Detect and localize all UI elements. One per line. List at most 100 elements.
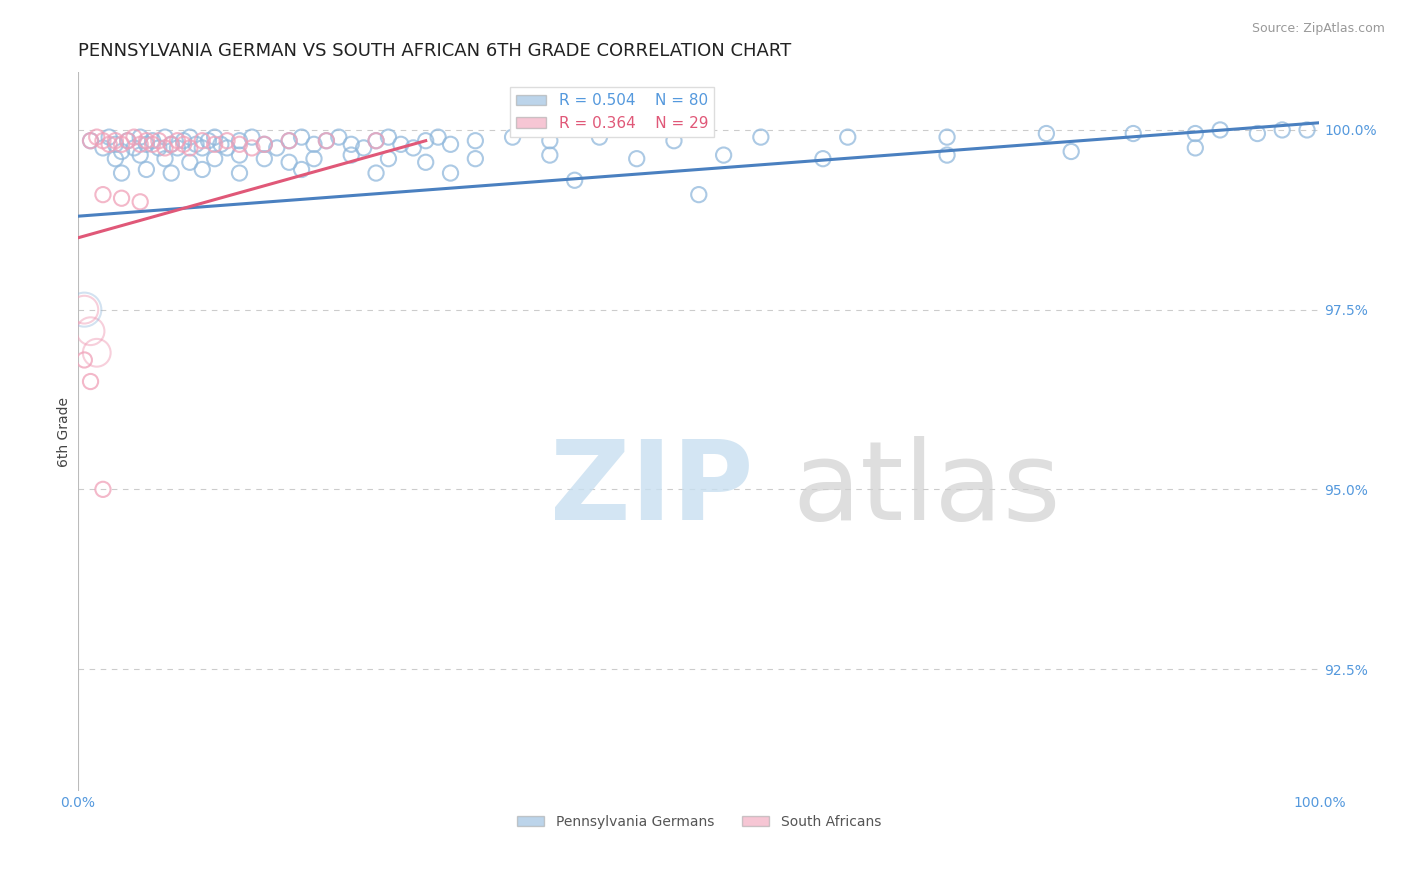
Point	[240, 141, 263, 155]
Point	[415, 134, 437, 148]
Point	[538, 148, 561, 162]
Point	[377, 152, 399, 166]
Point	[228, 148, 250, 162]
Point	[209, 137, 232, 152]
Point	[86, 345, 108, 359]
Point	[91, 187, 114, 202]
Point	[160, 166, 183, 180]
Point	[129, 130, 152, 145]
Point	[564, 173, 586, 187]
Point	[811, 152, 834, 166]
Point	[79, 324, 101, 338]
Point	[1060, 145, 1083, 159]
Point	[290, 130, 312, 145]
Point	[204, 130, 226, 145]
Text: PENNSYLVANIA GERMAN VS SOUTH AFRICAN 6TH GRADE CORRELATION CHART: PENNSYLVANIA GERMAN VS SOUTH AFRICAN 6TH…	[79, 42, 792, 60]
Point	[110, 137, 132, 152]
Point	[110, 145, 132, 159]
Point	[377, 130, 399, 145]
Point	[79, 134, 101, 148]
Point	[290, 162, 312, 177]
Point	[278, 134, 301, 148]
Point	[340, 148, 363, 162]
Point	[191, 134, 214, 148]
Point	[439, 166, 461, 180]
Point	[160, 137, 183, 152]
Point	[837, 130, 859, 145]
Point	[662, 134, 685, 148]
Point	[73, 302, 96, 317]
Point	[179, 155, 201, 169]
Point	[315, 134, 337, 148]
Point	[302, 152, 325, 166]
Point	[1271, 123, 1294, 137]
Point	[191, 162, 214, 177]
Point	[749, 130, 772, 145]
Point	[179, 130, 201, 145]
Point	[278, 134, 301, 148]
Point	[364, 134, 387, 148]
Point	[166, 141, 188, 155]
Point	[179, 141, 201, 155]
Point	[166, 134, 188, 148]
Point	[135, 162, 157, 177]
Point	[91, 483, 114, 497]
Point	[240, 130, 263, 145]
Point	[173, 137, 195, 152]
Point	[228, 137, 250, 152]
Point	[266, 141, 288, 155]
Point	[340, 137, 363, 152]
Point	[253, 137, 276, 152]
Point	[328, 130, 350, 145]
Point	[73, 353, 96, 368]
Point	[117, 134, 139, 148]
Point	[79, 134, 101, 148]
Point	[117, 134, 139, 148]
Point	[91, 134, 114, 148]
Point	[439, 137, 461, 152]
Point	[153, 152, 176, 166]
Point	[153, 130, 176, 145]
Point	[588, 130, 610, 145]
Text: atlas: atlas	[792, 436, 1060, 543]
Point	[402, 141, 425, 155]
Point	[228, 166, 250, 180]
Point	[110, 166, 132, 180]
Point	[389, 137, 412, 152]
Point	[502, 130, 524, 145]
Point	[464, 134, 486, 148]
Point	[104, 152, 127, 166]
Point	[302, 137, 325, 152]
Point	[104, 134, 127, 148]
Y-axis label: 6th Grade: 6th Grade	[58, 397, 72, 467]
Text: Source: ZipAtlas.com: Source: ZipAtlas.com	[1251, 22, 1385, 36]
Point	[253, 152, 276, 166]
Point	[91, 141, 114, 155]
Point	[1296, 123, 1319, 137]
Point	[278, 155, 301, 169]
Point	[626, 152, 648, 166]
Point	[153, 141, 176, 155]
Point	[1184, 141, 1206, 155]
Point	[142, 134, 165, 148]
Point	[415, 155, 437, 169]
Point	[1209, 123, 1232, 137]
Point	[1122, 127, 1144, 141]
Point	[1035, 127, 1057, 141]
Point	[122, 130, 145, 145]
Point	[688, 187, 710, 202]
Point	[217, 134, 239, 148]
Point	[204, 137, 226, 152]
Point	[129, 194, 152, 209]
Point	[197, 134, 219, 148]
Point	[86, 130, 108, 145]
Point	[217, 141, 239, 155]
Point	[135, 134, 157, 148]
Point	[173, 134, 195, 148]
Point	[142, 137, 165, 152]
Point	[98, 137, 121, 152]
Point	[427, 130, 450, 145]
Point	[1246, 127, 1268, 141]
Point	[315, 134, 337, 148]
Point	[204, 152, 226, 166]
